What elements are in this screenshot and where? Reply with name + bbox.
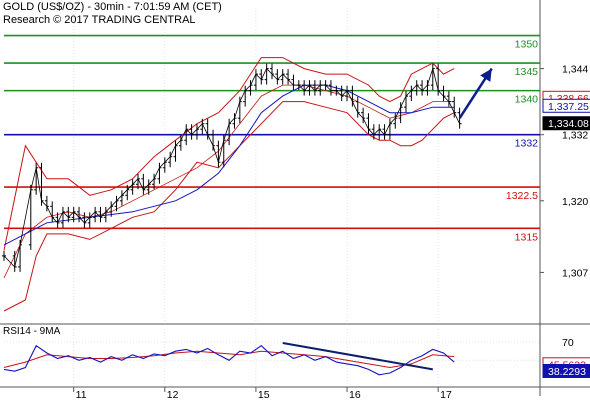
bollinger-bands (3, 57, 455, 312)
bollinger-lower-line (3, 101, 455, 312)
level-label: 1322.5 (506, 190, 538, 202)
time-tick-label: 11 (76, 389, 87, 400)
price-tick-label: 1,320 (562, 196, 588, 208)
price-tag-box (542, 98, 590, 113)
rsi-tag-label: 38.2293 (548, 366, 586, 378)
support-resistance-levels: 1350 1345 1340 1332 1322.5 1315 (4, 34, 540, 243)
rsi-tag-box (542, 363, 590, 378)
price-tick-label: 1,307 (562, 267, 588, 279)
price-tag-label: 1,334.08 (548, 118, 589, 130)
rsi-ma-line (3, 350, 455, 369)
forecast-arrow (458, 67, 493, 119)
rsi-panel: 705045.563238.2293 (3, 337, 590, 378)
time-tick-label: 16 (349, 389, 361, 400)
moving-average-line (3, 84, 455, 246)
time-axis: 11 12 15 16 17 (73, 387, 452, 400)
price-tick-label: 1,332 (562, 130, 588, 142)
price-tag-box (542, 116, 590, 131)
level-label: 1345 (515, 66, 539, 78)
price-series (2, 63, 462, 272)
bollinger-upper-line (3, 57, 455, 251)
price-close-line (3, 67, 460, 268)
rsi-line (3, 344, 455, 376)
level-label: 1315 (515, 231, 539, 243)
time-tick-label: 12 (167, 389, 179, 400)
level-label: 1340 (515, 94, 539, 106)
price-tag-label: 1,337.25 (548, 101, 589, 113)
rsi-title: RSI14 - 9MA (3, 326, 61, 337)
level-label: 1332 (515, 138, 539, 150)
price-tick-label: 1,344 (562, 64, 588, 76)
rsi-tick-label: 70 (562, 337, 574, 349)
forecast-arrow-head (480, 68, 492, 82)
level-label: 1350 (515, 39, 539, 51)
chart-title: GOLD (US$/OZ) - 30min - 7:01:59 AM (CET) (3, 1, 222, 13)
time-tick-label: 15 (258, 389, 270, 400)
rsi-trendline (282, 342, 433, 371)
price-axis: 1,3441,3321,3201,3071,338.661,337.251,33… (540, 64, 590, 279)
time-tick-label: 17 (440, 389, 452, 400)
chart-credit: Research © 2017 TRADING CENTRAL (3, 14, 196, 26)
